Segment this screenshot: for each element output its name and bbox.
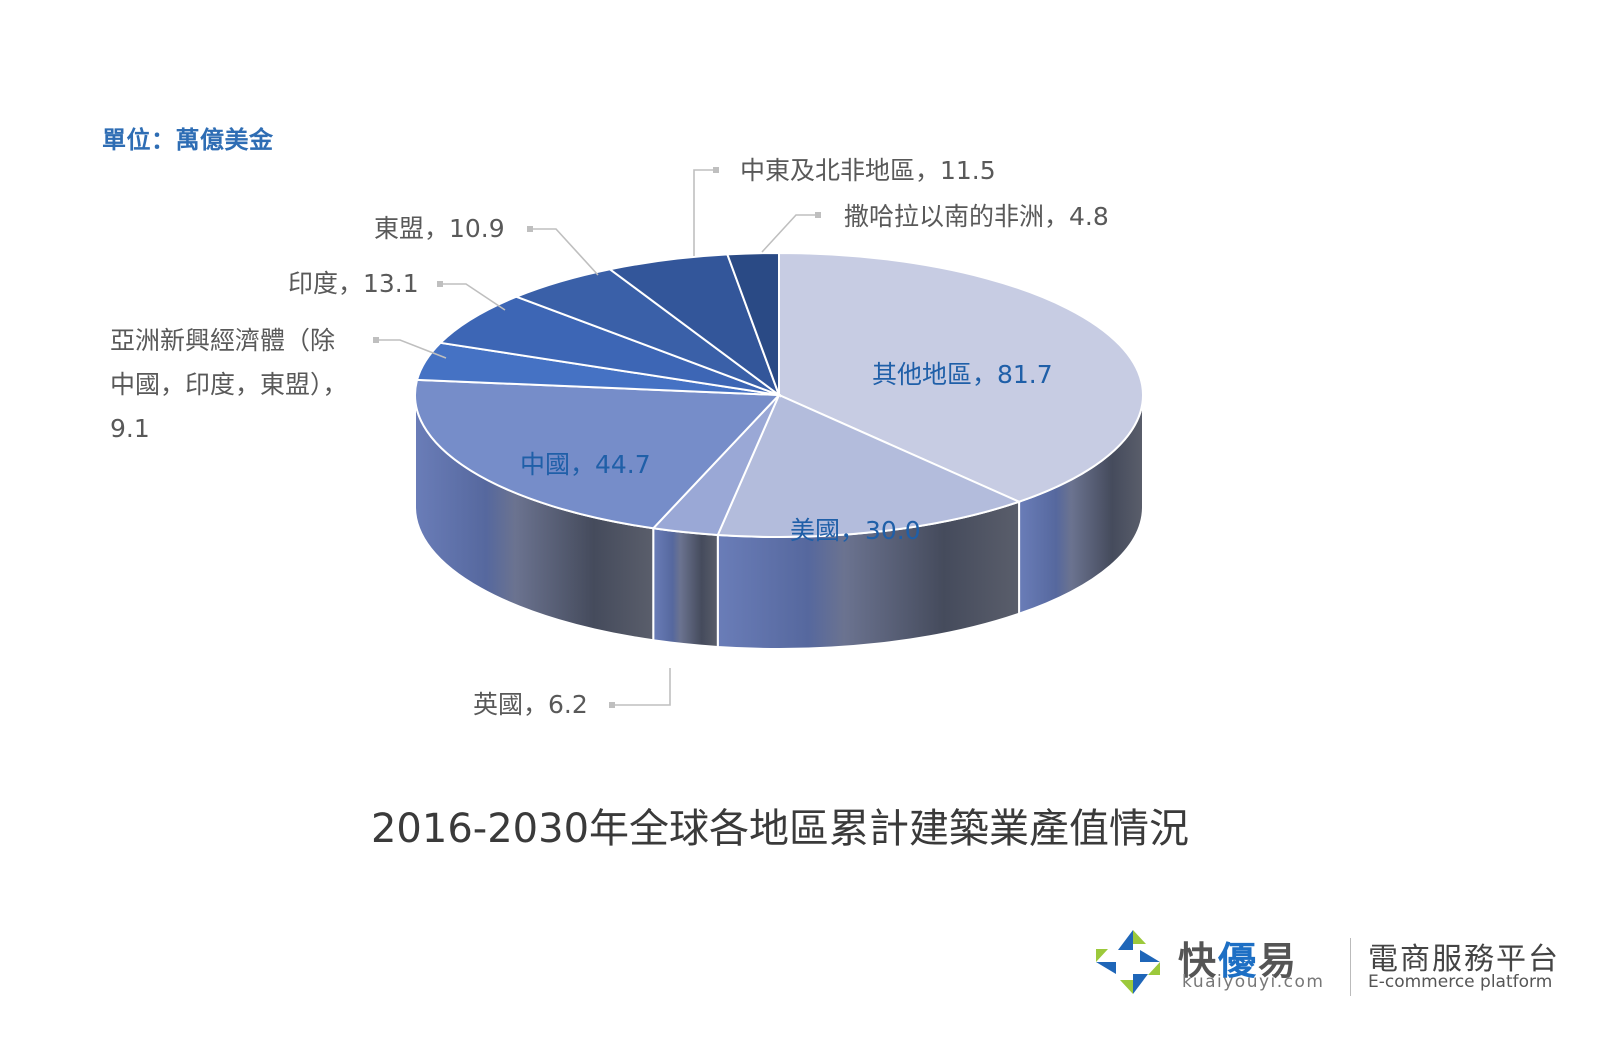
pie-slice-8 [725, 251, 780, 396]
brand-name: 快優易 [1178, 939, 1299, 983]
leader-marker [437, 281, 443, 287]
leader-line [376, 339, 447, 359]
pie-slice-1 [716, 393, 1022, 539]
chart-title: 2016-2030年全球各地區累計建築業產值情況 [370, 806, 1190, 852]
brand-url: kuaiyouyi.com [1182, 972, 1325, 992]
pie-slice-0 [778, 251, 1144, 503]
pie-slice-5 [438, 295, 780, 396]
pie-side-2 [652, 527, 719, 649]
leader-marker [373, 337, 379, 343]
kuaiyouyi-logo-icon [1096, 930, 1160, 994]
data-label-china: 中國，44.7 [520, 450, 651, 479]
leader-marker [527, 226, 533, 232]
pie-slice-3 [414, 378, 782, 530]
tagline: 電商服務平台 [1368, 942, 1560, 977]
data-label-other: 其他地區，81.7 [872, 360, 1053, 389]
data-label-mena: 中東及北非地區，11.5 [740, 156, 996, 185]
unit-label: 單位：萬億美金 [102, 126, 274, 154]
data-label-india: 印度，13.1 [288, 269, 419, 298]
data-label-usa: 美國，30.0 [790, 516, 921, 545]
leader-marker [609, 702, 615, 708]
footer-divider [1350, 938, 1351, 996]
leader-marker [815, 212, 821, 218]
data-label-uk: 英國，6.2 [473, 690, 588, 719]
tagline-en: E-commerce platform [1368, 972, 1553, 992]
leader-lines [373, 167, 821, 708]
data-label-asean: 東盟，10.9 [374, 214, 505, 243]
leader-line [761, 214, 818, 253]
pie-side-walls [414, 394, 1144, 651]
leader-line [693, 169, 716, 256]
leader-marker [713, 167, 719, 173]
data-label-ssa: 撒哈拉以南的非洲，4.8 [844, 202, 1109, 231]
leader-line [440, 283, 506, 311]
pie-top-slices [414, 251, 1144, 539]
leader-line [612, 668, 671, 706]
data-label-asia-emerging: 亞洲新興經濟體（除 中國，印度，東盟）， 9.1 [110, 326, 348, 443]
leader-line [530, 228, 599, 276]
